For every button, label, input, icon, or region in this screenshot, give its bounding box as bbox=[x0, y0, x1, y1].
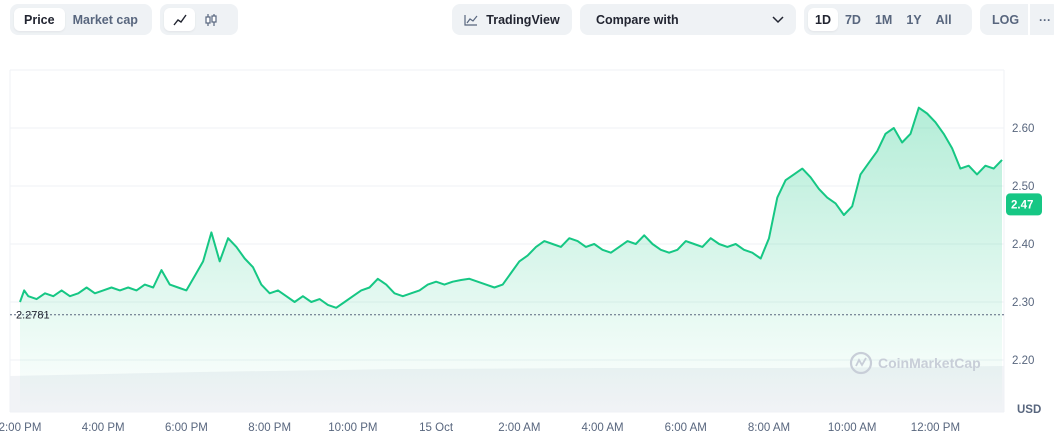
y-tick-label: 2.30 bbox=[1012, 297, 1034, 309]
tab-price[interactable]: Price bbox=[14, 8, 65, 31]
compare-with-dropdown[interactable]: Compare with bbox=[580, 4, 796, 35]
range-all[interactable]: All bbox=[935, 12, 952, 27]
tradingview-label: TradingView bbox=[486, 12, 560, 27]
range-7d[interactable]: 7D bbox=[844, 12, 861, 27]
reference-price-label: 2.2781 bbox=[16, 310, 50, 322]
x-tick-label: 4:00 PM bbox=[82, 422, 125, 432]
x-tick-label: 6:00 AM bbox=[665, 422, 707, 432]
range-1m[interactable]: 1M bbox=[874, 12, 893, 27]
y-axis: 2.20 2.30 2.40 2.50 2.60 bbox=[1012, 123, 1034, 367]
current-price-badge bbox=[1006, 193, 1042, 216]
chevron-down-icon bbox=[772, 15, 784, 23]
range-1d[interactable]: 1D bbox=[808, 8, 838, 31]
watermark-text: CoinMarketCap bbox=[878, 355, 981, 371]
x-tick-label: 12:00 PM bbox=[911, 422, 960, 432]
more-icon: ··· bbox=[1039, 12, 1051, 27]
chart-toolbar: Price Market cap TradingView Compare wit… bbox=[0, 0, 1054, 40]
line-chart-icon[interactable] bbox=[164, 8, 195, 31]
candlestick-icon[interactable] bbox=[195, 8, 226, 31]
log-button[interactable]: LOG bbox=[992, 12, 1020, 27]
chart-type-toggle bbox=[160, 4, 238, 35]
x-tick-label: 2:00 PM bbox=[0, 422, 41, 432]
x-tick-label: 8:00 PM bbox=[248, 422, 291, 432]
x-tick-label: 15 Oct bbox=[419, 422, 454, 432]
x-tick-label: 2:00 AM bbox=[498, 422, 540, 432]
y-tick-label: 2.20 bbox=[1012, 355, 1034, 367]
x-tick-label: 8:00 AM bbox=[748, 422, 790, 432]
current-price-label: 2.47 bbox=[1011, 199, 1033, 211]
tab-market-cap[interactable]: Market cap bbox=[72, 12, 138, 27]
tradingview-icon bbox=[464, 14, 478, 26]
x-tick-label: 6:00 PM bbox=[165, 422, 208, 432]
view-toggle: Price Market cap bbox=[10, 4, 152, 35]
time-range-selector: 1D 7D 1M 1Y All bbox=[804, 4, 972, 35]
y-tick-label: 2.50 bbox=[1012, 181, 1034, 193]
tradingview-button[interactable]: TradingView bbox=[452, 4, 572, 35]
y-tick-label: 2.60 bbox=[1012, 123, 1034, 135]
watermark: CoinMarketCap bbox=[849, 351, 981, 375]
price-area-fill bbox=[20, 107, 1002, 412]
x-tick-label: 10:00 PM bbox=[328, 422, 377, 432]
log-scale-toggle: LOG bbox=[980, 4, 1028, 35]
more-options-button[interactable]: ··· bbox=[1030, 4, 1054, 35]
compare-label: Compare with bbox=[596, 12, 679, 27]
y-tick-label: 2.40 bbox=[1012, 239, 1034, 251]
x-tick-label: 10:00 AM bbox=[828, 422, 877, 432]
range-1y[interactable]: 1Y bbox=[906, 12, 922, 27]
x-tick-label: 4:00 AM bbox=[581, 422, 623, 432]
coinmarketcap-logo-icon bbox=[849, 351, 873, 375]
x-axis: 2:00 PM 4:00 PM 6:00 PM 8:00 PM 10:00 PM 15 O… bbox=[0, 422, 960, 432]
price-line bbox=[19, 106, 1003, 309]
y-axis-unit: USD bbox=[1017, 404, 1041, 416]
